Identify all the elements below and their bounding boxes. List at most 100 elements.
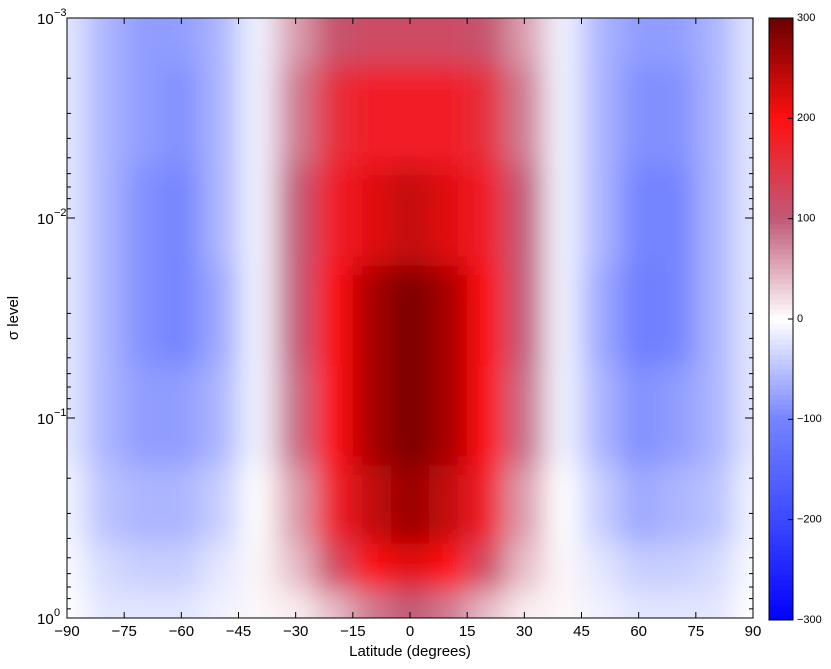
field-cell xyxy=(695,265,735,367)
field-cell xyxy=(352,165,392,267)
y-tick-exponent: −1 xyxy=(54,407,67,419)
field-cell xyxy=(657,465,697,545)
field-cell xyxy=(86,65,125,167)
field-cell xyxy=(581,65,621,167)
field-cell xyxy=(390,543,430,592)
field-cell xyxy=(619,65,659,167)
field-cell xyxy=(429,265,468,367)
colorbar-swatch xyxy=(769,208,793,215)
field-cell xyxy=(276,465,316,545)
field-cell xyxy=(352,591,392,618)
field-cell xyxy=(581,465,621,545)
y-tick-exponent: 0 xyxy=(54,607,60,619)
colorbar-swatch xyxy=(769,524,793,531)
field-cell xyxy=(429,591,468,618)
field-cell xyxy=(162,365,201,467)
y-tick-exponent: −2 xyxy=(54,207,67,219)
colorbar-swatch xyxy=(769,609,793,616)
colorbar-swatch xyxy=(769,88,793,94)
field-cell xyxy=(238,465,278,545)
field-cell xyxy=(200,165,239,267)
field-cell xyxy=(124,465,163,545)
colorbar-swatch xyxy=(769,589,793,596)
colorbar-swatch xyxy=(769,103,793,109)
colorbar-swatch xyxy=(769,339,793,345)
colorbar-swatch xyxy=(769,569,793,576)
colorbar-swatch xyxy=(769,564,793,571)
field-cell xyxy=(86,165,125,267)
colorbar-swatch xyxy=(769,394,793,400)
colorbar-swatch xyxy=(769,559,793,566)
colorbar-swatch xyxy=(769,424,793,430)
colorbar-swatch xyxy=(769,584,793,591)
field-cell xyxy=(657,543,697,592)
colorbar-swatch xyxy=(769,349,793,355)
field-cell xyxy=(238,165,278,267)
colorbar-swatch xyxy=(769,153,793,159)
field-cell xyxy=(429,465,468,545)
colorbar-swatch xyxy=(769,334,793,340)
colorbar-swatch xyxy=(769,604,793,611)
field-cell xyxy=(619,165,659,267)
field-cell xyxy=(67,543,87,592)
field-cell xyxy=(657,365,697,467)
field-cell xyxy=(543,18,582,67)
colorbar: −300 −200 −100 0 100 200 300 xyxy=(768,12,822,626)
colorbar-tick-label: −200 xyxy=(797,514,822,526)
field-cell xyxy=(162,543,201,592)
colorbar-swatch xyxy=(769,599,793,606)
field-cell xyxy=(695,365,735,467)
colorbar-swatch xyxy=(769,163,793,169)
field-cell xyxy=(124,18,163,67)
colorbar-swatch xyxy=(769,268,793,275)
field-cell xyxy=(390,18,430,67)
field-cell xyxy=(619,265,659,367)
field-cell xyxy=(238,591,278,618)
colorbar-swatch xyxy=(769,479,793,486)
colorbar-swatch xyxy=(769,278,793,285)
colorbar-swatch xyxy=(769,614,793,621)
field-cell xyxy=(505,65,544,167)
field-cell xyxy=(200,265,239,367)
field-cell xyxy=(467,18,506,67)
colorbar-swatch xyxy=(769,158,793,164)
field-cell xyxy=(276,265,316,367)
field-cell xyxy=(86,18,125,67)
field-cell xyxy=(162,265,201,367)
field-cell xyxy=(162,18,201,67)
colorbar-swatch xyxy=(769,38,793,44)
field-cell xyxy=(581,165,621,267)
colorbar-swatch xyxy=(769,454,793,460)
field-cell xyxy=(314,18,354,67)
field-cell xyxy=(200,65,239,167)
colorbar-swatch xyxy=(769,414,793,420)
colorbar-swatch xyxy=(769,48,793,54)
colorbar-swatch xyxy=(769,113,793,119)
field-cell xyxy=(543,165,582,267)
colorbar-swatch xyxy=(769,183,793,190)
field-cell xyxy=(429,65,468,167)
colorbar-tick-label: 200 xyxy=(797,112,815,124)
colorbar-swatch xyxy=(769,539,793,546)
colorbar-swatch xyxy=(769,514,793,521)
field-cell xyxy=(352,65,392,167)
x-tick-label: 90 xyxy=(745,623,762,640)
field-cell xyxy=(695,591,735,618)
colorbar-swatch xyxy=(769,258,793,265)
colorbar-swatch xyxy=(769,549,793,556)
field-cell xyxy=(67,165,87,267)
colorbar-tick-label: 0 xyxy=(797,313,803,325)
colorbar-swatch xyxy=(769,78,793,84)
colorbar-swatch xyxy=(769,108,793,114)
field-cell xyxy=(200,543,239,592)
field-cell xyxy=(543,465,582,545)
colorbar-swatch xyxy=(769,223,793,230)
colorbar-swatch xyxy=(769,73,793,79)
colorbar-swatch xyxy=(769,123,793,129)
y-axis-label: σ level xyxy=(5,296,22,340)
field-cell xyxy=(200,18,239,67)
x-tick-label: −75 xyxy=(111,623,136,640)
colorbar-swatch xyxy=(769,218,793,225)
field-cell xyxy=(695,165,735,267)
field-cell xyxy=(733,265,753,367)
